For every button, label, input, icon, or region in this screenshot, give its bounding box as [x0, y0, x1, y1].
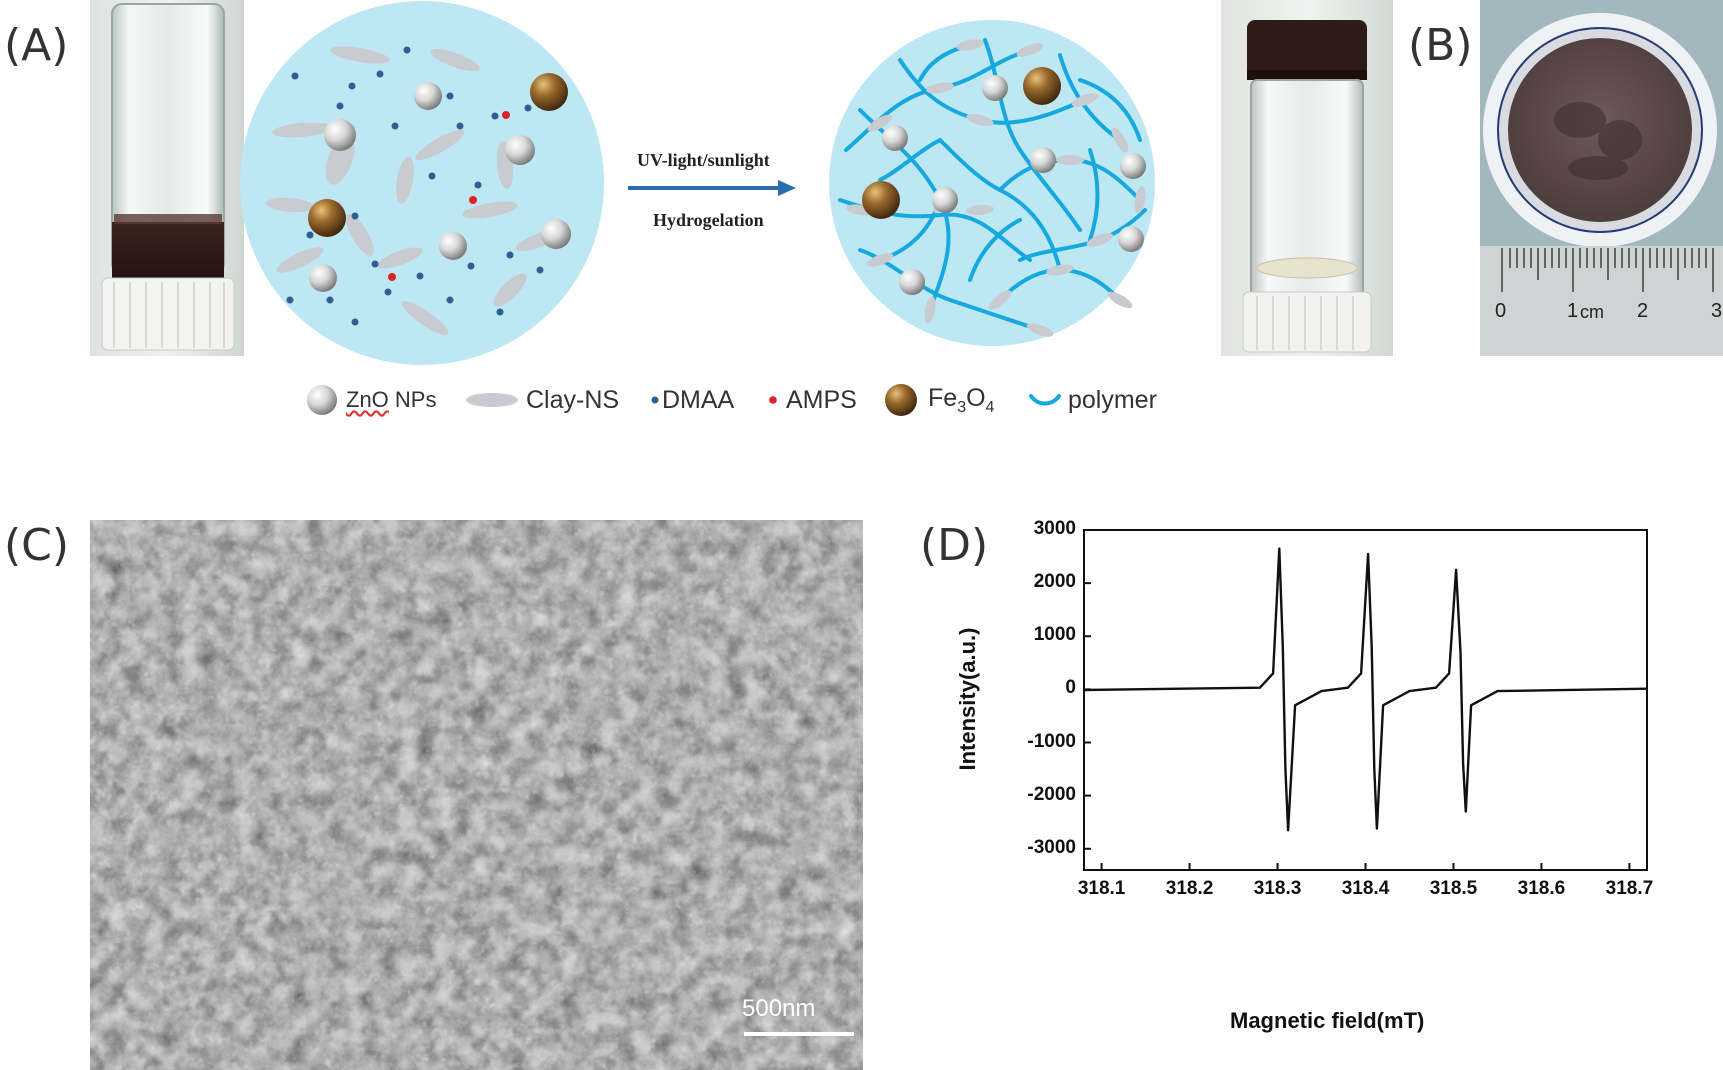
legend-amps: AMPS: [768, 380, 857, 420]
legend-zno: ZnO NPs: [304, 380, 436, 420]
legend-polymer-label: polymer: [1068, 385, 1157, 414]
amps-dot-icon: [769, 396, 777, 404]
gel-sample-photo: [1480, 0, 1723, 356]
x-tick-label: 318.1: [1077, 878, 1126, 899]
panel-label-d: (D): [920, 520, 989, 571]
legend-polymer: polymer: [1028, 380, 1157, 420]
dmaa-dot-icon: [651, 396, 659, 404]
y-tick-label: 2000: [1033, 571, 1076, 593]
x-tick-label: 318.6: [1517, 878, 1566, 899]
x-tick-label: 318.5: [1429, 878, 1478, 899]
legend-fe-sub2: 4: [985, 398, 995, 416]
y-tick-label: -2000: [1027, 783, 1076, 805]
ruler-unit: cm: [1580, 302, 1604, 322]
vial-photo-liquid: [90, 0, 244, 356]
sem-scalebar-label: 500nm: [742, 995, 816, 1022]
legend-fe-sub1: 3: [957, 398, 967, 416]
hydrogel-schematic: [240, 1, 1155, 365]
fe3o4-sphere-icon: [885, 384, 917, 416]
zno-sphere-icon: [307, 385, 337, 415]
legend-clay-label: Clay-NS: [526, 385, 620, 414]
polymer-line-icon: [1029, 394, 1061, 406]
epr-chart: [1083, 529, 1648, 871]
ruler-label-1: 1: [1567, 300, 1579, 322]
y-tick-label: -3000: [1027, 836, 1076, 858]
x-axis-title: Magnetic field(mT): [1230, 1008, 1425, 1033]
x-tick-label: 318.4: [1341, 878, 1390, 899]
x-tick-label: 318.2: [1165, 878, 1214, 899]
y-tick-label: -1000: [1027, 730, 1076, 752]
legend-fe-base: Fe: [928, 383, 958, 412]
y-tick-label: 0: [1065, 677, 1076, 699]
epr-spectrum-line: [1083, 547, 1648, 832]
y-tick-label: 1000: [1033, 624, 1076, 646]
clay-sheet-icon: [466, 393, 518, 407]
arrow-label-bottom: Hydrogelation: [653, 210, 764, 230]
ruler-label-3: 3: [1711, 300, 1723, 322]
vial-photo-gel: [1221, 0, 1393, 356]
sem-micrograph: [90, 520, 863, 1070]
legend-dmaa-label: DMAA: [662, 385, 735, 414]
x-tick-label: 318.3: [1253, 878, 1302, 899]
ruler-label-0: 0: [1495, 300, 1507, 322]
panel-label-a: (A): [4, 20, 69, 71]
arrow-label-top: UV-light/sunlight: [637, 150, 770, 170]
precursor-circle: [240, 1, 604, 365]
legend-fe-mid: O: [966, 383, 986, 412]
panel-label-b: (B): [1408, 20, 1473, 71]
legend-zno-word: ZnO: [346, 387, 389, 412]
x-tick-label: 318.7: [1605, 878, 1654, 899]
y-tick-marks: [1084, 529, 1091, 850]
legend-fe3o4: Fe3O4: [882, 380, 994, 420]
legend-zno-rest: NPs: [388, 387, 437, 412]
hydrogel-circle: [829, 20, 1155, 346]
ruler-label-2: 2: [1637, 300, 1649, 322]
legend-clay: Clay-NS: [464, 380, 619, 420]
legend-amps-label: AMPS: [786, 385, 857, 414]
y-tick-label: 3000: [1033, 518, 1076, 539]
panel-label-c: (C): [4, 520, 70, 571]
legend-dmaa: DMAA: [650, 380, 734, 420]
y-axis-title: Intensity(a.u.): [955, 627, 980, 771]
x-tick-marks: [1100, 863, 1631, 870]
